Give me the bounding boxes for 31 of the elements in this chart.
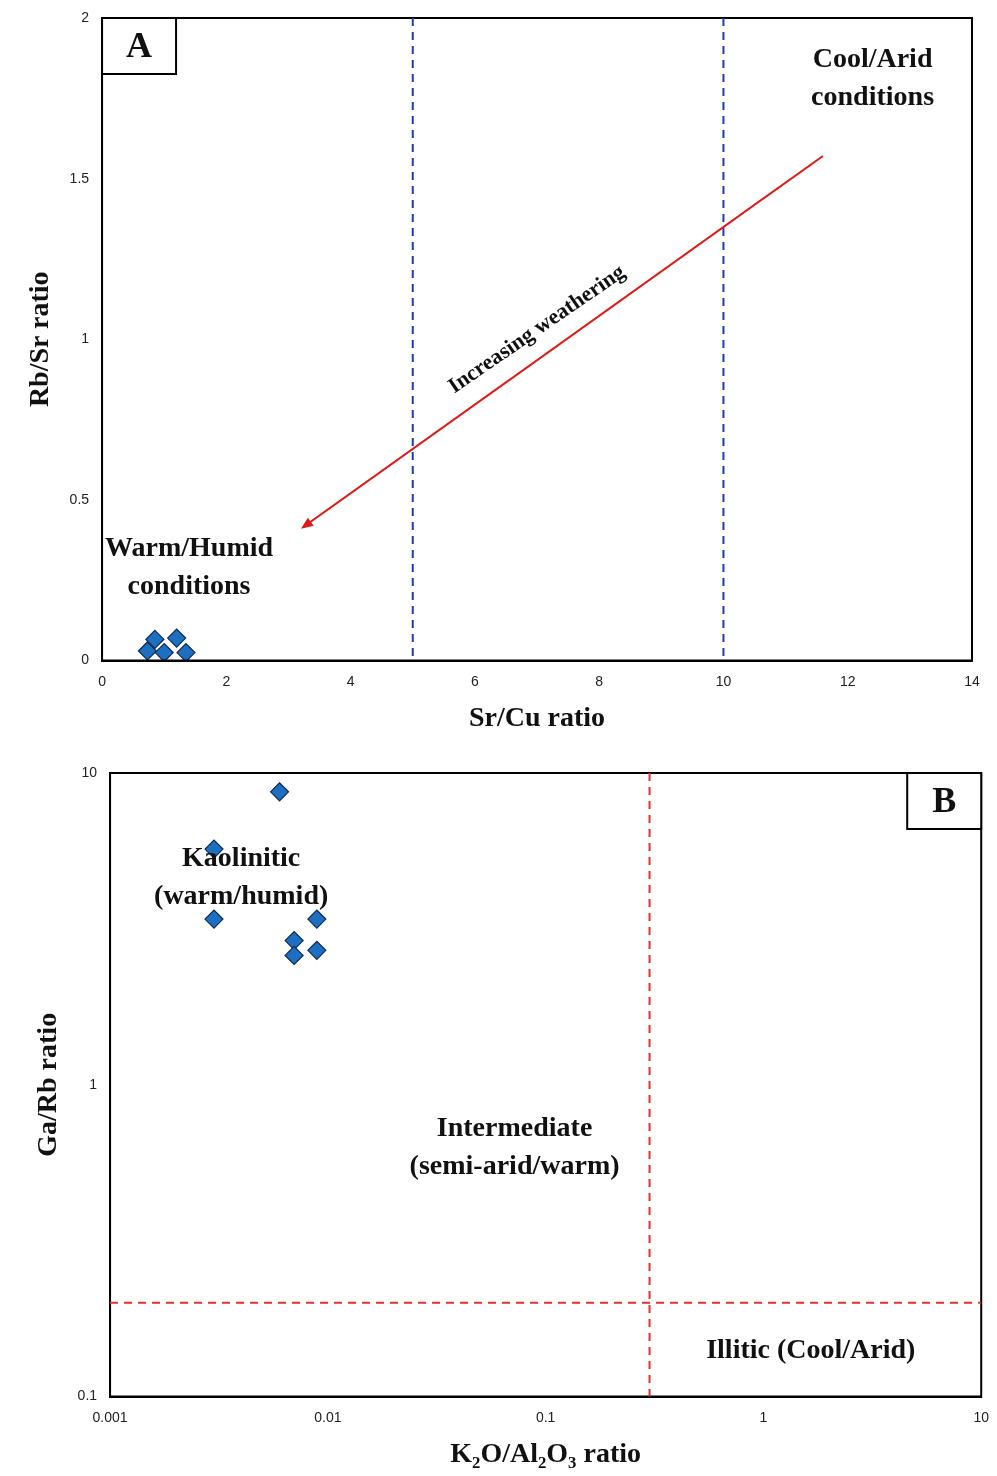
x-tick-label: 0.01 bbox=[314, 1408, 342, 1425]
x-tick-label: 6 bbox=[470, 672, 479, 689]
x-tick-label: 14 bbox=[964, 672, 980, 689]
x-tick-label: 12 bbox=[839, 672, 856, 689]
y-axis-title: Ga/Rb ratio bbox=[31, 1012, 63, 1157]
annotation: Kaolinitic (warm/humid) bbox=[154, 841, 329, 911]
y-tick-label: 1 bbox=[81, 330, 90, 347]
x-axis-title: Sr/Cu ratio bbox=[468, 701, 606, 733]
y-tick-label: 1 bbox=[89, 1075, 98, 1092]
x-axis-title: K₂O/Al₂O₃ ratio bbox=[450, 1437, 642, 1469]
x-tick-label: 0.1 bbox=[535, 1408, 556, 1425]
annotation: Intermediate (semi-arid/warm) bbox=[409, 1110, 620, 1180]
x-tick-label: 0.001 bbox=[92, 1408, 128, 1425]
y-tick-label: 0.5 bbox=[69, 490, 90, 507]
x-tick-label: 8 bbox=[595, 672, 604, 689]
annotation: Cool/Arid conditions bbox=[811, 42, 935, 112]
x-tick-label: 1 bbox=[759, 1408, 768, 1425]
x-tick-label: 2 bbox=[222, 672, 231, 689]
y-tick-label: 1.5 bbox=[69, 169, 90, 186]
annotation: Illitic (Cool/Arid) bbox=[706, 1333, 916, 1365]
y-tick-label: 0.1 bbox=[77, 1387, 98, 1404]
chart-title: B bbox=[932, 780, 957, 821]
x-tick-label: 10 bbox=[973, 1408, 990, 1425]
y-tick-label: 10 bbox=[81, 763, 98, 780]
x-tick-label: 4 bbox=[346, 672, 355, 689]
annotation: Warm/Humid conditions bbox=[105, 530, 274, 600]
x-tick-label: 10 bbox=[715, 672, 732, 689]
y-tick-label: 2 bbox=[81, 8, 90, 25]
y-axis-title: Rb/Sr ratio bbox=[23, 271, 55, 408]
y-tick-label: 0 bbox=[81, 651, 90, 668]
chart-title: A bbox=[126, 25, 153, 66]
